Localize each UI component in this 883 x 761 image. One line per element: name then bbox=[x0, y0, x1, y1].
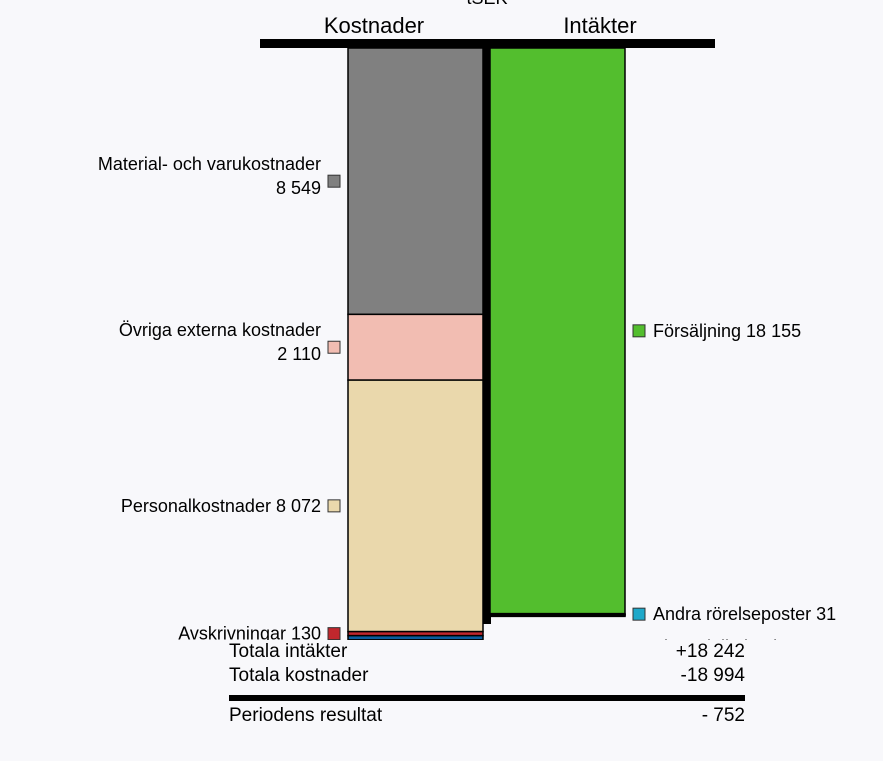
legend-swatch-6 bbox=[632, 607, 646, 621]
bar-segment-5 bbox=[489, 47, 626, 615]
bar-segment-8 bbox=[489, 614, 626, 618]
legend-label-5: Försäljning 18 155 bbox=[653, 321, 801, 341]
total-cost-value: -18 994 bbox=[680, 665, 745, 686]
total-cost-row: Totala kostnader -18 994 bbox=[229, 664, 745, 688]
total-income-label: Totala intäkter bbox=[229, 641, 348, 662]
legend-label-0: Material- och varukostnader 8 549 bbox=[98, 154, 321, 198]
total-income-value: +18 242 bbox=[675, 641, 745, 662]
legend-label-6: Andra rörelseposter 31 bbox=[653, 604, 836, 624]
legend-label-7: Finansiella intäkter 12 bbox=[653, 637, 828, 640]
chart-title: tSEK bbox=[466, 0, 507, 8]
bar-segment-0 bbox=[347, 47, 484, 316]
legend-swatch-3 bbox=[327, 627, 341, 640]
center-axis bbox=[482, 44, 491, 624]
cost-income-chart: tSEK Kostnader Intäkter Material- och va… bbox=[98, 0, 836, 640]
column-header-kostnader: Kostnader bbox=[324, 13, 424, 38]
legend-label-3: Avskrivningar 130 bbox=[178, 624, 321, 640]
header-bar bbox=[260, 39, 715, 48]
bar-segment-4 bbox=[347, 634, 484, 640]
result-value: - 752 bbox=[701, 705, 745, 726]
legend-swatch-5 bbox=[632, 324, 646, 338]
totals-divider bbox=[229, 695, 745, 701]
legend-swatch-0 bbox=[327, 174, 341, 188]
totals-summary: Totala intäkter +18 242 Totala kostnader… bbox=[229, 640, 745, 688]
legend-swatch-2 bbox=[327, 499, 341, 513]
column-header-intakter: Intäkter bbox=[563, 13, 636, 38]
result-row: Periodens resultat - 752 bbox=[229, 704, 745, 728]
legend-swatch-1 bbox=[327, 340, 341, 354]
bar-segment-2 bbox=[347, 379, 484, 633]
result-summary: Periodens resultat - 752 bbox=[229, 704, 745, 728]
result-label: Periodens resultat bbox=[229, 705, 383, 726]
legend-label-2: Personalkostnader 8 072 bbox=[121, 496, 321, 516]
total-income-row: Totala intäkter +18 242 bbox=[229, 640, 745, 664]
legend-label-1: Övriga externa kostnader 2 110 bbox=[119, 320, 321, 364]
bar-segment-1 bbox=[347, 313, 484, 381]
total-cost-label: Totala kostnader bbox=[229, 665, 369, 686]
